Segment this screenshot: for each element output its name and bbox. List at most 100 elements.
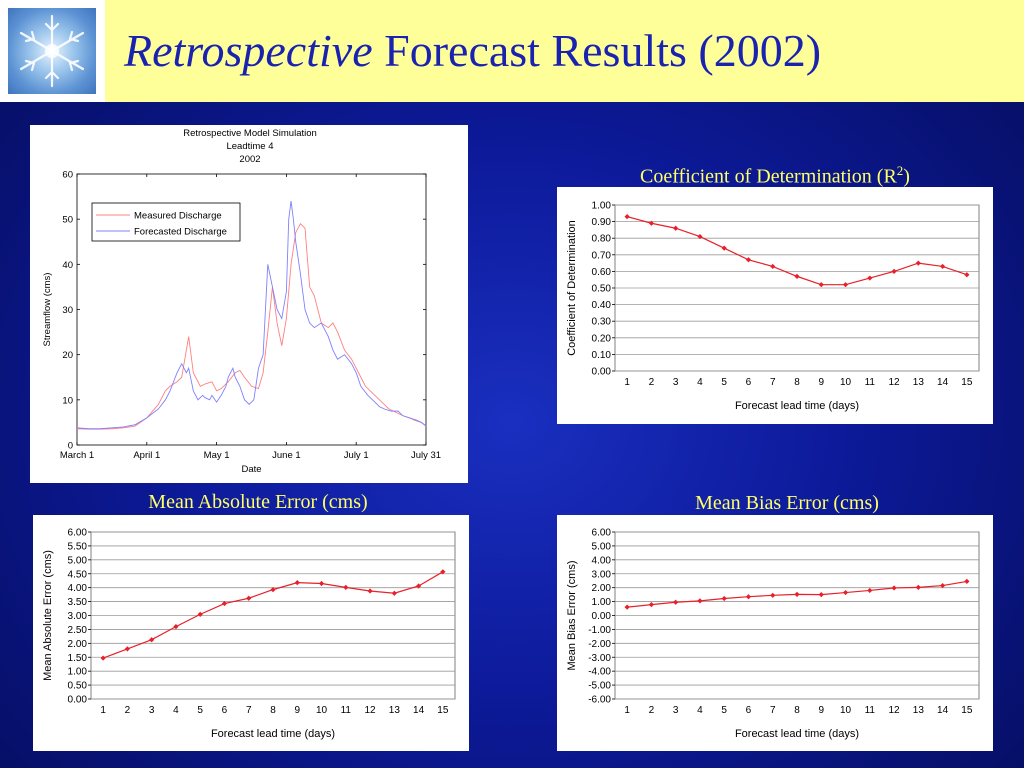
- x-tick-label: 10: [840, 705, 852, 716]
- y-tick-label: 0.90: [592, 217, 612, 228]
- y-tick-label: 0.20: [592, 333, 612, 344]
- y-tick-label: 0.40: [592, 300, 612, 311]
- x-tick-label: 9: [294, 705, 300, 716]
- y-tick-label: 1.00: [592, 201, 612, 212]
- x-tick-label: 1: [624, 705, 630, 716]
- y-tick-label: 4.50: [68, 569, 88, 580]
- data-point: [624, 214, 630, 220]
- x-tick-label: 13: [913, 377, 925, 388]
- data-point: [721, 245, 727, 251]
- y-tick-label: 4.00: [68, 583, 88, 594]
- data-point: [818, 282, 824, 288]
- mbe-heading: Mean Bias Error (cms): [695, 492, 879, 514]
- x-tick-label: 12: [365, 705, 377, 716]
- x-tick-label: 13: [913, 705, 925, 716]
- page-title: Retrospective Forecast Results (2002): [124, 24, 821, 77]
- y-tick-label: -1.00: [588, 625, 611, 636]
- y-tick-label: 0.50: [68, 681, 88, 692]
- x-tick-label: May 1: [204, 450, 230, 461]
- y-tick-label: 0.00: [68, 695, 88, 706]
- measured-discharge-line: [76, 222, 427, 430]
- x-tick-label: 9: [818, 377, 824, 388]
- r2-heading-sup: 2: [896, 163, 904, 178]
- x-tick-label: 6: [746, 377, 752, 388]
- data-point: [794, 591, 800, 597]
- x-tick-label: 2: [649, 377, 655, 388]
- x-tick-label: 3: [149, 705, 155, 716]
- r2-heading-text: Coefficient of Determination (R: [640, 165, 897, 188]
- r2-chart-panel: 0.00 0.10 0.20 0.30 0.40 0.50 0.60 0.70 0.80 0.90…: [557, 187, 993, 424]
- x-tick-label: 15: [961, 377, 973, 388]
- y-tick-label: 5.50: [68, 541, 88, 552]
- x-tick-label: 11: [341, 705, 352, 716]
- y-tick-label: 6.00: [592, 528, 612, 539]
- x-tick-label: 15: [437, 705, 449, 716]
- x-tick-label: 14: [937, 377, 949, 388]
- x-tick-label: 5: [721, 377, 727, 388]
- mae-chart: 0.00 0.50 1.00 1.50 2.00 2.50 3.00 3.50 4.00 4.50…: [42, 528, 456, 740]
- x-tick-label: 5: [197, 705, 203, 716]
- x-tick-label: 9: [818, 705, 824, 716]
- data-point: [891, 268, 897, 274]
- mbe-chart-panel: -6.00 -5.00 -4.00 -3.00 -2.00 -1.00 0.00 1.00 2.…: [557, 515, 993, 751]
- y-tick-label: 30: [62, 305, 73, 316]
- legend-label: Forecasted Discharge: [134, 227, 227, 238]
- data-point: [221, 600, 228, 607]
- data-point: [721, 595, 727, 602]
- x-tick-label: July 1: [344, 450, 369, 461]
- r2-heading: Coefficient of Determination (R2): [557, 163, 993, 189]
- data-point: [294, 580, 300, 586]
- y-tick-label: -4.00: [588, 667, 611, 678]
- y-tick-label: 1.50: [68, 653, 88, 664]
- x-tick-label: June 1: [272, 450, 301, 461]
- x-tick-label: 7: [246, 705, 252, 716]
- logo-container: [0, 0, 105, 102]
- y-tick-label: 2.00: [68, 639, 88, 650]
- x-tick-label: 10: [840, 377, 852, 388]
- data-point: [915, 584, 921, 590]
- r2-chart: 0.00 0.10 0.20 0.30 0.40 0.50 0.60 0.70 0.80 0.90…: [566, 201, 980, 412]
- x-tick-label: 6: [746, 705, 752, 716]
- x-tick-label: 12: [889, 377, 901, 388]
- x-tick-label: 15: [961, 705, 973, 716]
- x-tick-label: 4: [697, 377, 703, 388]
- x-tick-label: 7: [770, 377, 776, 388]
- y-tick-label: 3.00: [68, 611, 88, 622]
- data-point: [818, 592, 824, 598]
- x-tick-label: 2: [125, 705, 131, 716]
- y-tick-label: 2.00: [592, 583, 612, 594]
- title-bar: Retrospective Forecast Results (2002): [0, 0, 1024, 102]
- y-tick-label: 0.50: [592, 284, 612, 295]
- data-point: [915, 260, 921, 266]
- r2-heading-close: ): [903, 165, 910, 188]
- x-tick-label: 1: [624, 377, 630, 388]
- x-tick-label: 5: [721, 705, 727, 716]
- data-point: [940, 263, 946, 270]
- y-tick-label: -5.00: [588, 681, 611, 692]
- x-tick-label: 14: [413, 705, 425, 716]
- x-axis-label: Forecast lead time (days): [735, 728, 859, 740]
- x-tick-label: 1: [100, 705, 106, 716]
- data-point: [770, 263, 776, 270]
- y-tick-label: 50: [62, 215, 73, 226]
- y-tick-label: 0.00: [592, 611, 612, 622]
- x-tick-label: 7: [770, 705, 776, 716]
- x-tick-label: 10: [316, 705, 328, 716]
- x-tick-label: 8: [794, 705, 800, 716]
- data-point: [745, 257, 752, 263]
- x-tick-label: 3: [673, 705, 679, 716]
- x-tick-label: 2: [649, 705, 655, 716]
- data-point: [867, 587, 873, 594]
- y-tick-label: 1.00: [592, 597, 612, 608]
- x-tick-label: March 1: [60, 450, 94, 461]
- y-tick-label: 3.50: [68, 597, 88, 608]
- chart-title-line: 2002: [239, 154, 260, 165]
- page-title-rest: Forecast Results (2002): [372, 25, 822, 76]
- data-point: [440, 569, 446, 575]
- x-tick-label: 11: [865, 705, 876, 716]
- x-tick-label: 4: [173, 705, 179, 716]
- streamflow-chart: Retrospective Model Simulation Leadtime 4…: [42, 128, 441, 475]
- data-point: [964, 272, 970, 278]
- y-tick-label: -6.00: [588, 695, 611, 706]
- x-tick-label: 8: [270, 705, 276, 716]
